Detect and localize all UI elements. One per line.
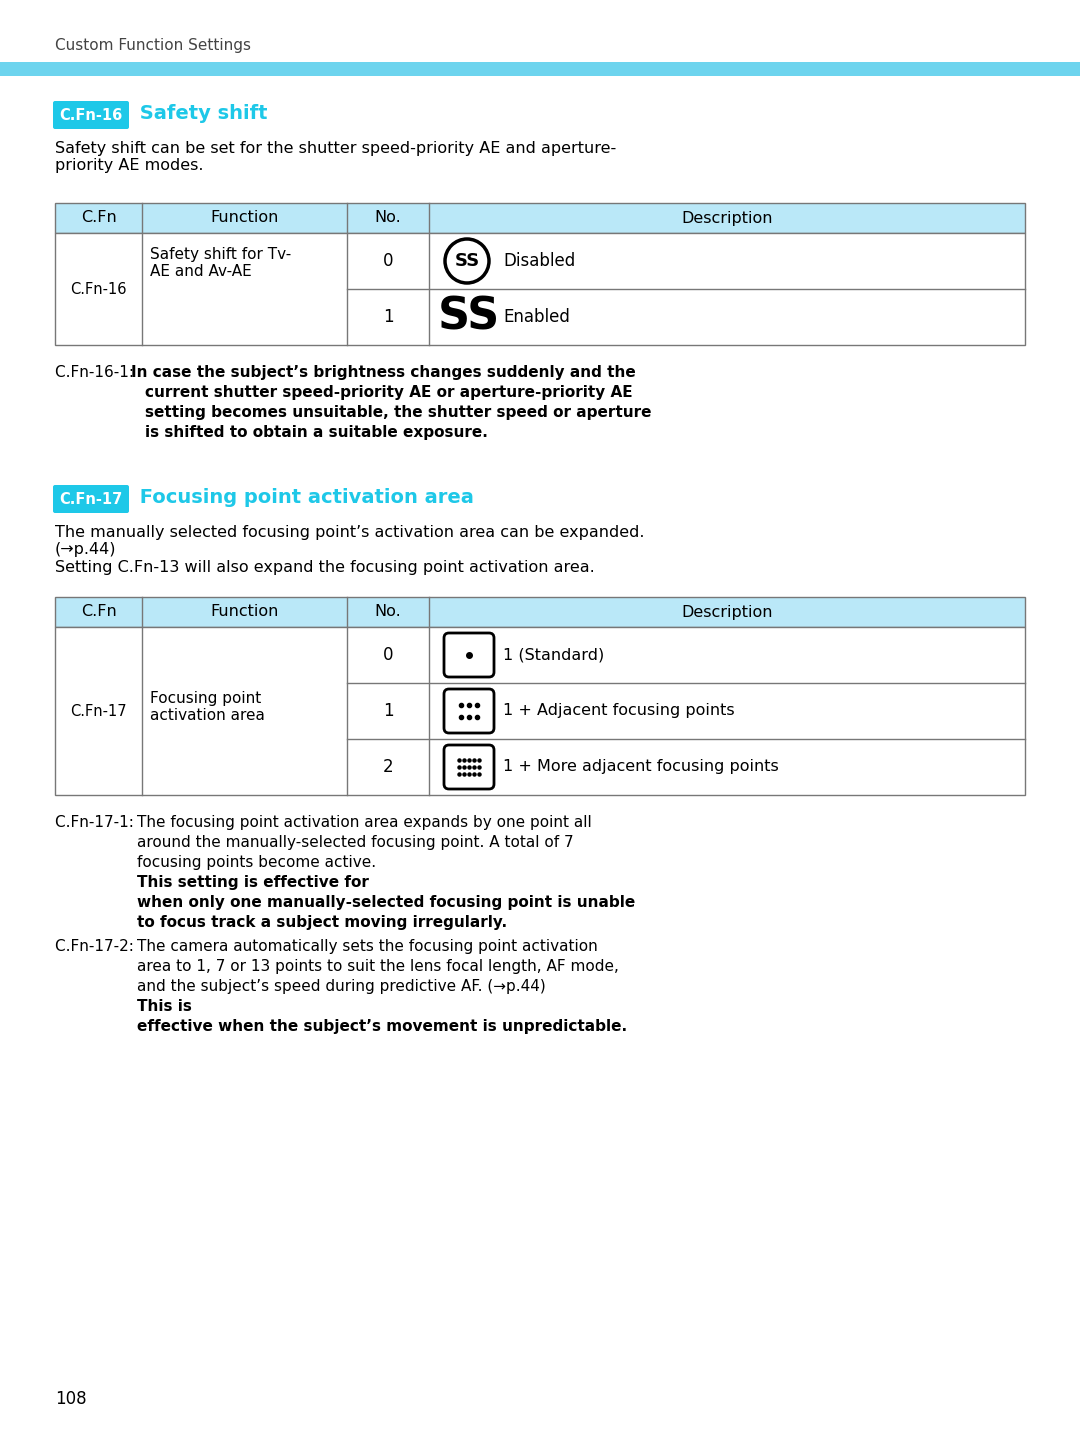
Text: This is: This is bbox=[137, 999, 192, 1014]
Bar bbox=[55, 203, 1025, 233]
Text: setting becomes unsuitable, the shutter speed or aperture: setting becomes unsuitable, the shutter … bbox=[145, 405, 651, 420]
Text: 0: 0 bbox=[382, 647, 393, 664]
Text: when only one manually-selected focusing point is unable: when only one manually-selected focusing… bbox=[137, 896, 635, 910]
Circle shape bbox=[445, 239, 489, 284]
FancyBboxPatch shape bbox=[444, 688, 494, 733]
Text: The focusing point activation area expands by one point all: The focusing point activation area expan… bbox=[137, 815, 592, 829]
Text: Safety shift can be set for the shutter speed-priority AE and aperture-
priority: Safety shift can be set for the shutter … bbox=[55, 141, 617, 173]
FancyBboxPatch shape bbox=[53, 101, 129, 130]
Text: 108: 108 bbox=[55, 1390, 86, 1408]
Text: 1: 1 bbox=[382, 308, 393, 325]
Bar bbox=[55, 626, 1025, 795]
Text: area to 1, 7 or 13 points to suit the lens focal length, AF mode,: area to 1, 7 or 13 points to suit the le… bbox=[137, 959, 619, 973]
Text: C.Fn-17: C.Fn-17 bbox=[70, 704, 126, 719]
Text: current shutter speed-priority AE or aperture-priority AE: current shutter speed-priority AE or ape… bbox=[145, 384, 633, 400]
FancyBboxPatch shape bbox=[444, 634, 494, 677]
Text: effective when the subject’s movement is unpredictable.: effective when the subject’s movement is… bbox=[137, 1020, 627, 1034]
Text: The camera automatically sets the focusing point activation: The camera automatically sets the focusi… bbox=[137, 939, 597, 953]
Text: Custom Function Settings: Custom Function Settings bbox=[55, 37, 251, 53]
Text: 0: 0 bbox=[382, 252, 393, 271]
Text: C.Fn: C.Fn bbox=[81, 605, 117, 619]
Text: C.Fn-16-1:: C.Fn-16-1: bbox=[55, 364, 139, 380]
Bar bbox=[55, 598, 1025, 626]
FancyBboxPatch shape bbox=[53, 485, 129, 513]
Text: 1 + Adjacent focusing points: 1 + Adjacent focusing points bbox=[503, 704, 734, 719]
Text: C.Fn: C.Fn bbox=[81, 210, 117, 226]
Text: No.: No. bbox=[375, 605, 402, 619]
Text: This setting is effective for: This setting is effective for bbox=[137, 876, 369, 890]
Text: Description: Description bbox=[681, 605, 773, 619]
Text: focusing points become active.: focusing points become active. bbox=[137, 855, 376, 870]
Text: Function: Function bbox=[211, 605, 279, 619]
Bar bbox=[55, 233, 1025, 346]
Text: 1: 1 bbox=[382, 701, 393, 720]
Text: In case the subject’s brightness changes suddenly and the: In case the subject’s brightness changes… bbox=[131, 364, 636, 380]
Text: No.: No. bbox=[375, 210, 402, 226]
Text: is shifted to obtain a suitable exposure.: is shifted to obtain a suitable exposure… bbox=[145, 425, 488, 441]
Text: 2: 2 bbox=[382, 757, 393, 776]
Text: 1 (Standard): 1 (Standard) bbox=[503, 648, 604, 662]
Bar bbox=[0, 62, 1080, 76]
Text: Safety shift for Tv-
AE and Av-AE: Safety shift for Tv- AE and Av-AE bbox=[150, 248, 292, 279]
Text: C.Fn-17: C.Fn-17 bbox=[59, 491, 123, 507]
Text: The manually selected focusing point’s activation area can be expanded.
(→p.44)
: The manually selected focusing point’s a… bbox=[55, 526, 645, 575]
Text: SS: SS bbox=[455, 252, 480, 271]
Text: and the subject’s speed during predictive AF. (→p.44): and the subject’s speed during predictiv… bbox=[137, 979, 545, 994]
Text: to focus track a subject moving irregularly.: to focus track a subject moving irregula… bbox=[137, 914, 508, 930]
Text: Safety shift: Safety shift bbox=[133, 104, 268, 122]
Text: around the manually-selected focusing point. A total of 7: around the manually-selected focusing po… bbox=[137, 835, 573, 850]
Text: Enabled: Enabled bbox=[503, 308, 570, 325]
Text: Focusing point activation area: Focusing point activation area bbox=[133, 488, 474, 507]
Text: C.Fn-16: C.Fn-16 bbox=[59, 108, 123, 122]
Text: 1 + More adjacent focusing points: 1 + More adjacent focusing points bbox=[503, 759, 779, 775]
Text: Description: Description bbox=[681, 210, 773, 226]
Text: C.Fn-17-2:: C.Fn-17-2: bbox=[55, 939, 138, 953]
Text: C.Fn-17-1:: C.Fn-17-1: bbox=[55, 815, 138, 829]
Text: C.Fn-16: C.Fn-16 bbox=[70, 281, 126, 297]
Text: SS: SS bbox=[437, 295, 500, 338]
FancyBboxPatch shape bbox=[444, 744, 494, 789]
Text: Function: Function bbox=[211, 210, 279, 226]
Text: Disabled: Disabled bbox=[503, 252, 576, 271]
Text: Focusing point
activation area: Focusing point activation area bbox=[150, 691, 265, 723]
